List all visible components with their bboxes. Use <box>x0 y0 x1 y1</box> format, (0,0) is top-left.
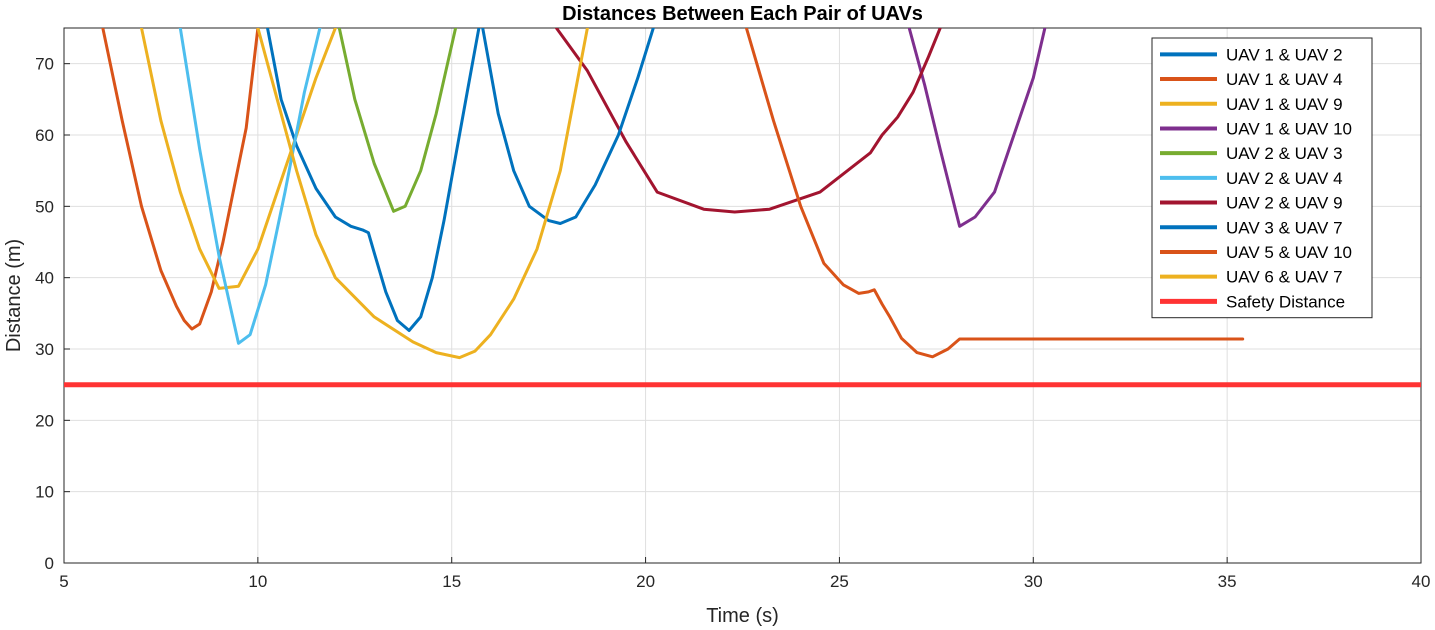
x-tick-label: 25 <box>830 572 849 591</box>
legend: UAV 1 & UAV 2 UAV 1 & UAV 4 UAV 1 & UAV 9 U… <box>1151 37 1373 319</box>
legend-label: UAV 5 & UAV 10 <box>1226 243 1352 262</box>
series-line-uav-1-uav-10 <box>907 28 1047 228</box>
legend-label: UAV 2 & UAV 4 <box>1226 169 1343 188</box>
legend-label: UAV 1 & UAV 10 <box>1226 119 1352 138</box>
y-axis-title: Distance (m) <box>3 239 25 352</box>
y-tick-label: 40 <box>35 269 54 288</box>
series-line-uav-6-uav-7 <box>256 28 589 360</box>
x-axis-title: Time (s) <box>706 605 779 627</box>
series-line-uav-2-uav-9 <box>554 28 942 214</box>
series-line-uav-1-uav-4 <box>101 28 260 331</box>
legend-label: UAV 3 & UAV 7 <box>1226 218 1343 237</box>
y-tick-label: 20 <box>35 411 54 430</box>
series-line-uav-1-uav-2 <box>266 28 481 332</box>
plot-area-frame <box>63 27 1422 564</box>
y-tick-label: 60 <box>35 126 54 145</box>
y-tick-label: 50 <box>35 197 54 216</box>
series-line-uav-1-uav-9 <box>140 28 337 290</box>
x-tick-label: 10 <box>248 572 267 591</box>
y-tick-label: 70 <box>35 55 54 74</box>
x-tick-label: 5 <box>59 572 68 591</box>
series-line-uav-2-uav-4 <box>178 28 322 345</box>
series-line-uav-5-uav-10 <box>744 28 1245 359</box>
y-tick-label: 10 <box>35 483 54 502</box>
legend-label: UAV 1 & UAV 9 <box>1226 95 1343 114</box>
series-layer <box>64 28 1421 388</box>
series-line-uav-3-uav-7 <box>481 28 655 225</box>
x-tick-label: 15 <box>442 572 461 591</box>
legend-label: UAV 2 & UAV 9 <box>1226 194 1343 213</box>
series-line-uav-2-uav-3 <box>337 28 458 213</box>
x-tick-label: 40 <box>1412 572 1431 591</box>
y-tick-label: 30 <box>35 340 54 359</box>
legend-label: Safety Distance <box>1226 292 1345 311</box>
chart-title: Distances Between Each Pair of UAVs <box>562 3 923 25</box>
legend-label: UAV 6 & UAV 7 <box>1226 268 1343 287</box>
legend-label: UAV 1 & UAV 4 <box>1226 70 1343 89</box>
x-tick-label: 35 <box>1218 572 1237 591</box>
y-tick-label: 0 <box>45 554 54 573</box>
x-tick-label: 30 <box>1024 572 1043 591</box>
tick-labels: 5 10 15 20 25 30 35 40 0 10 20 30 40 50 60 70 <box>35 55 1430 591</box>
x-tick-label: 20 <box>636 572 655 591</box>
legend-label: UAV 1 & UAV 2 <box>1226 45 1343 64</box>
legend-label: UAV 2 & UAV 3 <box>1226 144 1343 163</box>
